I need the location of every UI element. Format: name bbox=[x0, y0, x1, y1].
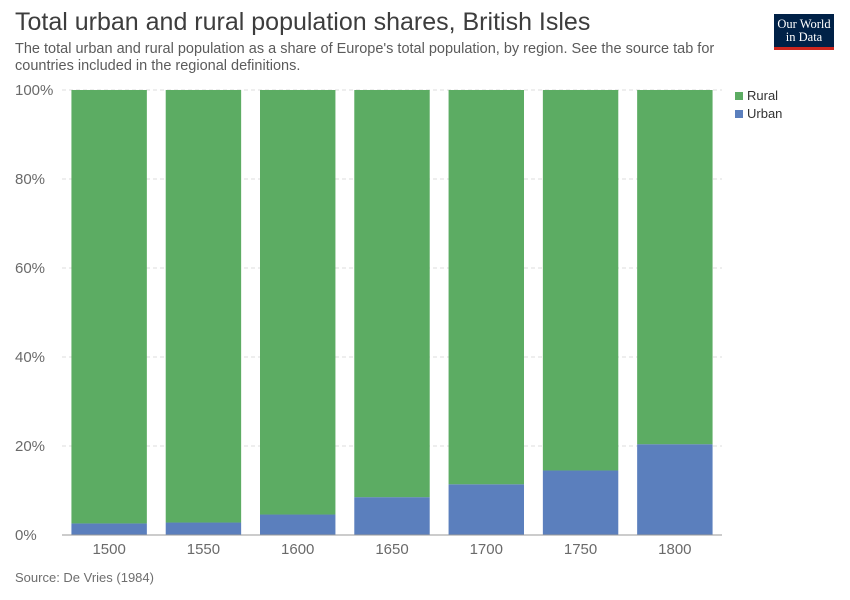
legend-swatch-urban bbox=[735, 110, 743, 118]
logo-accent-bar bbox=[774, 47, 834, 50]
owid-logo[interactable]: Our World in Data bbox=[774, 14, 834, 50]
bar-urban-1750[interactable] bbox=[542, 470, 619, 535]
x-tick-label: 1700 bbox=[470, 541, 503, 558]
y-tick-label: 100% bbox=[15, 82, 53, 99]
bar-urban-1550[interactable] bbox=[165, 522, 242, 535]
bar-rural-1500[interactable] bbox=[71, 90, 147, 524]
logo-line-2: in Data bbox=[785, 30, 823, 44]
legend-label-rural[interactable]: Rural bbox=[747, 88, 778, 103]
bar-rural-1700[interactable] bbox=[448, 90, 524, 485]
bar-rural-1800[interactable] bbox=[637, 90, 713, 445]
y-axis-ticks: 0% 20% 40% 60% 80% 100% bbox=[15, 82, 53, 544]
x-tick-label: 1750 bbox=[564, 541, 597, 558]
bars bbox=[71, 90, 713, 535]
bar-urban-1600[interactable] bbox=[260, 514, 336, 535]
logo-line-1: Our World bbox=[777, 17, 831, 31]
bar-rural-1650[interactable] bbox=[354, 90, 430, 498]
bar-rural-1750[interactable] bbox=[542, 90, 619, 471]
bar-rural-1550[interactable] bbox=[165, 90, 242, 523]
x-tick-label: 1550 bbox=[187, 541, 220, 558]
bar-urban-1650[interactable] bbox=[354, 497, 430, 535]
y-tick-label: 60% bbox=[15, 260, 45, 277]
y-tick-label: 80% bbox=[15, 171, 45, 188]
stacked-bar-chart: 0%20%40%60%80%100% 1500 1550 1600 1650 1700 1… bbox=[15, 82, 782, 558]
y-tick-label: 20% bbox=[15, 438, 45, 455]
legend-swatch-rural bbox=[735, 92, 743, 100]
legend-label-urban[interactable]: Urban bbox=[747, 106, 782, 121]
x-axis-ticks: 1500 1550 1600 1650 1700 1750 1800 bbox=[92, 541, 691, 558]
x-tick-label: 1600 bbox=[281, 541, 314, 558]
bar-rural-1600[interactable] bbox=[260, 90, 336, 515]
y-tick-label: 40% bbox=[15, 349, 45, 366]
chart-subtitle: The total urban and rural population as … bbox=[15, 41, 715, 74]
bar-urban-1500[interactable] bbox=[71, 523, 147, 535]
bar-urban-1800[interactable] bbox=[637, 444, 713, 535]
x-tick-label: 1650 bbox=[375, 541, 408, 558]
bar-urban-1700[interactable] bbox=[448, 484, 524, 535]
y-tick-label: 0% bbox=[15, 527, 37, 544]
legend: Rural Urban bbox=[735, 88, 782, 121]
source-note: Source: De Vries (1984) bbox=[15, 570, 154, 585]
chart-title: Total urban and rural population shares,… bbox=[15, 8, 591, 36]
x-tick-label: 1500 bbox=[92, 541, 125, 558]
x-tick-label: 1800 bbox=[658, 541, 691, 558]
